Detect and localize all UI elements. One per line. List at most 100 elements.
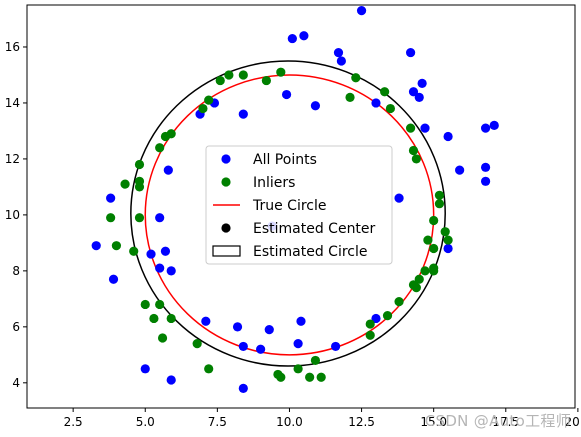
x-tick-label: 10.0 (276, 415, 303, 429)
all-points-point (443, 131, 453, 142)
inliers-point (155, 299, 165, 310)
inliers-point (316, 372, 326, 382)
inliers-point (351, 73, 361, 83)
inliers-point (111, 241, 122, 251)
inliers-point (429, 215, 439, 226)
inliers-point (305, 372, 315, 382)
inliers-point (261, 75, 271, 86)
inliers-point (129, 246, 139, 256)
inliers-point (134, 176, 145, 186)
x-tick-label: 17.5 (492, 415, 519, 429)
legend-label-estimated-center: Estimated Center (253, 221, 376, 237)
inliers-point (365, 330, 375, 340)
watermark: CSDN @Auto工程师 (424, 412, 571, 430)
all-points-point (371, 98, 381, 108)
x-tick-label: 2.5 (64, 415, 83, 429)
inliers-point (408, 145, 419, 156)
y-tick-label: 8 (12, 264, 20, 278)
inliers-point (198, 103, 208, 114)
inliers-point (134, 159, 145, 170)
all-points-point (155, 213, 165, 223)
legend-box (205, 145, 393, 265)
legend: All Points Inliers True Circle Estimated Ce… (205, 145, 393, 265)
inliers-point (411, 283, 421, 293)
inliers-point (423, 235, 433, 245)
inliers-point (224, 70, 234, 80)
all-points-point (356, 5, 367, 16)
all-points-point (166, 266, 176, 276)
y-tick-label: 4 (12, 376, 20, 390)
all-points-point (455, 165, 465, 175)
legend-label-true-circle: True Circle (252, 198, 327, 214)
inliers-point (155, 143, 165, 153)
legend-marker-inliers (221, 177, 231, 187)
all-points-point (331, 341, 341, 352)
inliers-point (310, 355, 321, 366)
all-points-point (140, 364, 150, 374)
inliers-point (293, 364, 303, 374)
inliers-point (120, 179, 130, 189)
inliers-point (380, 87, 390, 97)
all-points-point (238, 341, 248, 352)
inliers-point (106, 213, 116, 223)
inliers-point (434, 199, 445, 209)
all-points-point (299, 31, 309, 41)
inliers-point (134, 213, 145, 223)
all-points-point (106, 193, 116, 203)
series-layer (91, 5, 499, 394)
legend-marker-estimated-center (221, 223, 231, 233)
all-points-point (293, 339, 303, 349)
all-points-point (238, 109, 248, 119)
all-points-point (333, 47, 344, 58)
inliers-point (204, 364, 214, 374)
all-points-point (489, 120, 499, 130)
all-points-point (310, 101, 321, 111)
legend-marker-estimated-circle (212, 245, 241, 257)
y-axis: 4 6 8 10 12 14 16 (5, 40, 27, 390)
all-points-point (264, 325, 274, 335)
legend-label-all-points: All Points (253, 152, 317, 168)
all-points-point (406, 47, 416, 58)
legend-marker-all-points (221, 154, 231, 164)
y-tick-label: 16 (5, 40, 20, 54)
all-points-point (417, 78, 427, 88)
all-points-point (371, 313, 381, 324)
inliers-point (276, 67, 286, 77)
all-points-point (443, 243, 453, 254)
all-points-point (256, 344, 266, 354)
all-points-point (296, 316, 306, 326)
y-tick-label: 6 (12, 320, 20, 334)
all-points-point (91, 241, 101, 251)
inliers-point (204, 95, 214, 105)
inliers-point (345, 92, 355, 102)
inliers-point (429, 266, 439, 276)
inliers-point (440, 227, 450, 237)
x-tick-label: 12.5 (348, 415, 375, 429)
inliers-point (215, 75, 225, 86)
all-points-point (201, 316, 211, 326)
x-axis: 2.5 5.0 7.5 10.0 12.5 15.0 17.5 20.0 (64, 408, 581, 429)
inliers-point (192, 339, 202, 349)
legend-label-estimated-circle: Estimated Circle (253, 244, 368, 260)
inliers-point (160, 131, 171, 142)
inliers-point (411, 154, 421, 164)
all-points-point (287, 33, 297, 44)
x-tick-label: 20.0 (565, 415, 581, 429)
all-points-point (166, 375, 176, 385)
inliers-point (420, 266, 430, 276)
inliers-point (365, 319, 375, 329)
all-points-point (336, 56, 346, 66)
true-circle-line (144, 74, 435, 356)
all-points-point (238, 383, 248, 394)
all-points-point (480, 162, 491, 172)
all-points-point (155, 263, 165, 273)
inliers-point (414, 274, 424, 284)
x-tick-label: 7.5 (208, 415, 227, 429)
all-points-point (232, 322, 243, 332)
y-tick-label: 12 (5, 152, 20, 166)
inliers-point (443, 235, 453, 245)
plot-frame (26, 4, 576, 409)
all-points-point (281, 89, 292, 100)
inliers-point (406, 123, 416, 133)
